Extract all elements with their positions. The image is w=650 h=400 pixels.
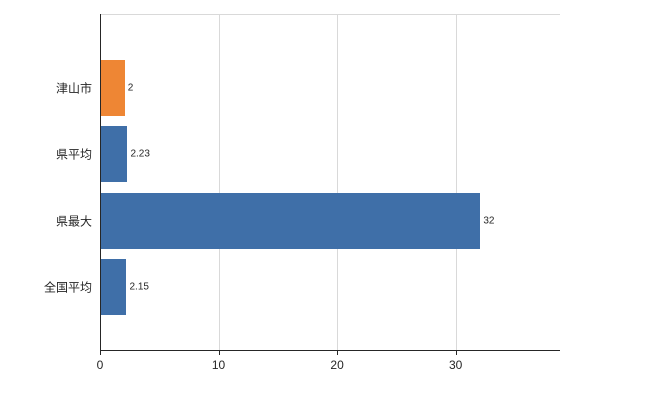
bar-2[interactable] [101, 192, 481, 249]
category-label: 全国平均 [43, 280, 92, 295]
x-axis-line [100, 350, 560, 351]
x-tick-mark [218, 351, 220, 355]
x-tick-mark [455, 351, 457, 355]
bar-value-label: 2.23 [130, 148, 150, 160]
bar-1[interactable] [101, 126, 128, 183]
bar-3[interactable] [101, 258, 127, 315]
category-label: 県最大 [55, 214, 92, 229]
bar-0[interactable] [101, 60, 125, 116]
category-label: 県平均 [55, 147, 92, 162]
x-gridline [218, 14, 220, 350]
category-label: 津山市 [55, 81, 92, 96]
bar-value-label: 32 [483, 215, 495, 227]
x-tick-label: 30 [448, 358, 463, 372]
x-tick-label: 10 [211, 358, 226, 372]
x-tick-mark [100, 351, 101, 355]
x-tick-label: 20 [330, 358, 344, 372]
y-axis-line [100, 14, 101, 350]
bar-value-label: 2.15 [129, 281, 149, 293]
bar-value-label: 2 [127, 82, 134, 94]
x-gridline [337, 14, 339, 350]
x-tick-mark [337, 351, 339, 355]
x-tick-label: 0 [96, 358, 104, 372]
plot-top-border [100, 14, 560, 15]
x-gridline [455, 14, 457, 350]
